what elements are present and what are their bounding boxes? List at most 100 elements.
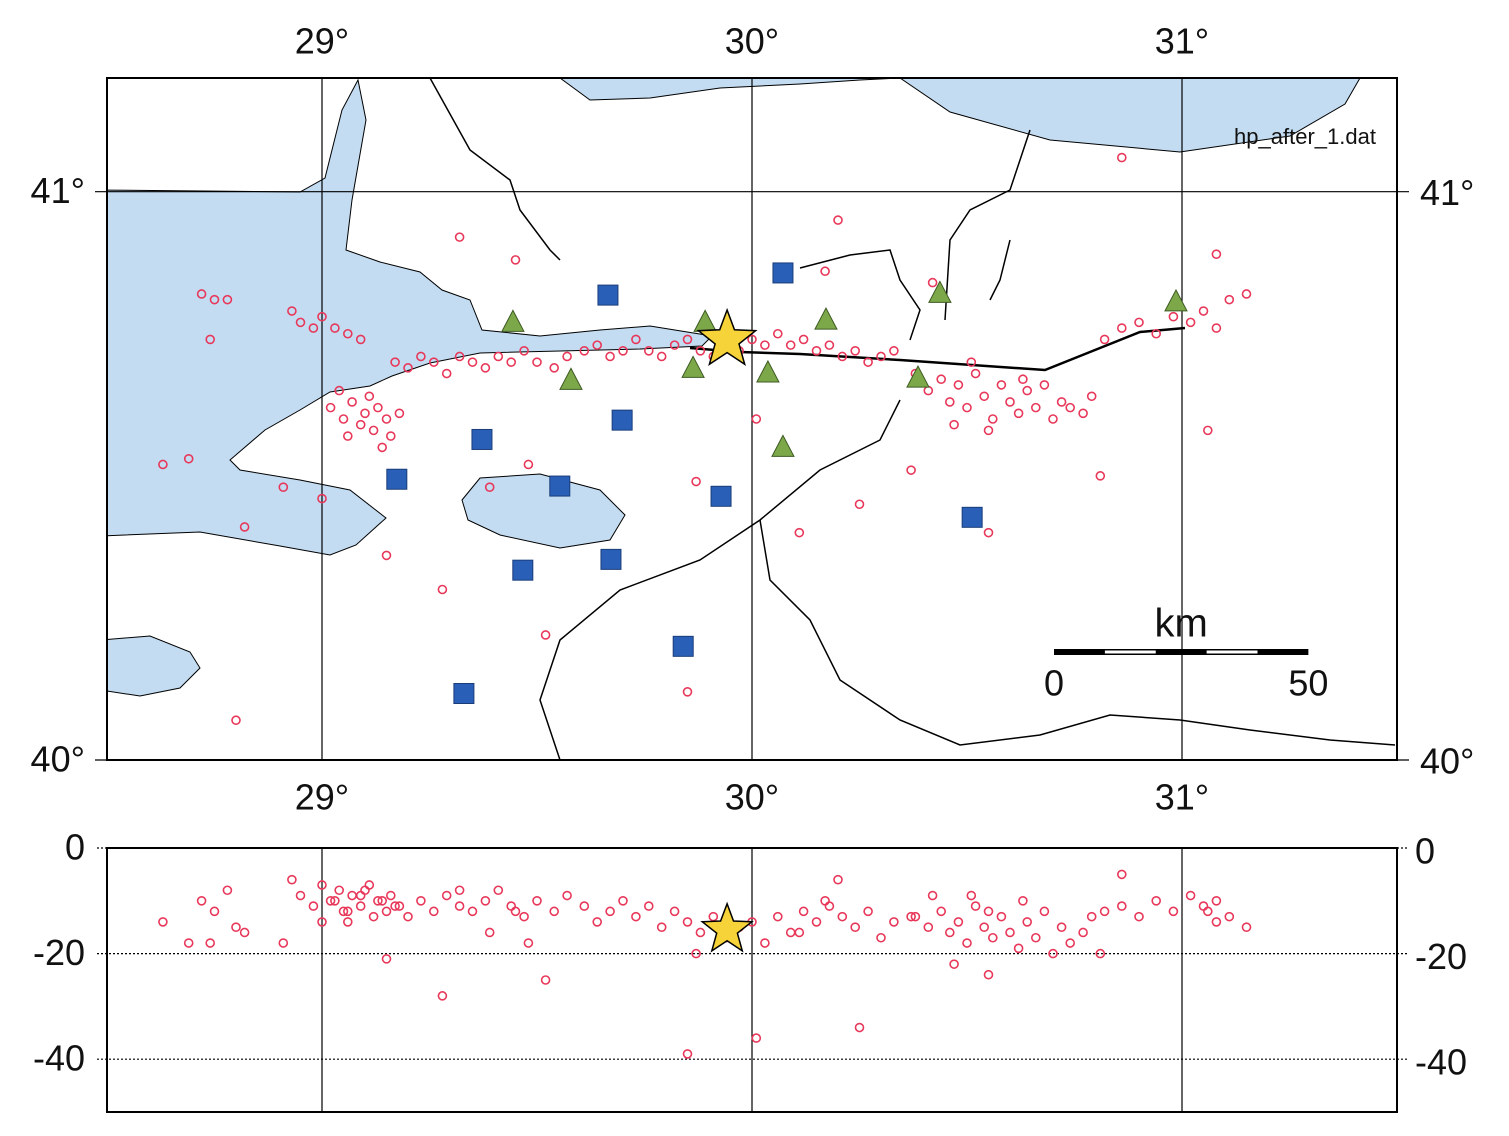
event xyxy=(317,311,327,322)
border-line xyxy=(944,129,1031,321)
event xyxy=(222,294,233,305)
event-depth xyxy=(923,922,934,933)
event xyxy=(794,527,805,538)
event-depth xyxy=(158,917,168,927)
event xyxy=(1078,408,1088,419)
event-depth xyxy=(196,895,207,906)
event xyxy=(682,334,693,345)
event-depth xyxy=(205,938,215,948)
event-depth xyxy=(854,1022,865,1033)
event-depth xyxy=(944,927,955,938)
event xyxy=(540,630,551,640)
event xyxy=(480,363,491,373)
station xyxy=(600,548,622,570)
event xyxy=(760,340,770,350)
event xyxy=(416,351,426,362)
station xyxy=(672,635,694,657)
event xyxy=(347,397,357,407)
event-depth xyxy=(1185,890,1196,901)
y-tick-label: -40 xyxy=(33,1038,85,1079)
event-depth xyxy=(480,895,491,906)
event xyxy=(970,368,981,379)
event-depth xyxy=(592,917,603,927)
event xyxy=(493,351,504,362)
event xyxy=(1211,249,1222,259)
event-depth xyxy=(1099,906,1110,917)
event-depth xyxy=(308,901,319,911)
event xyxy=(385,431,396,441)
event-depth xyxy=(820,895,830,906)
event-depth xyxy=(394,901,405,911)
fault-trace xyxy=(689,326,1186,372)
station xyxy=(772,262,794,284)
event-depth xyxy=(381,906,392,917)
event-depth xyxy=(278,938,289,948)
event-depth xyxy=(385,890,396,901)
events xyxy=(158,152,1252,1059)
event-depth xyxy=(330,895,340,906)
event xyxy=(381,550,392,561)
mainshock xyxy=(696,307,758,367)
event-depth xyxy=(1056,922,1067,933)
black-sea-east xyxy=(899,78,1361,153)
event xyxy=(1005,397,1015,407)
event-depth xyxy=(1013,943,1024,954)
event xyxy=(360,408,370,419)
event-depth xyxy=(1086,911,1097,922)
event xyxy=(355,419,366,430)
station-triangle xyxy=(1164,288,1188,312)
event-depth xyxy=(953,917,964,927)
station-triangle xyxy=(756,359,780,383)
file-label: hp_after_1.dat xyxy=(1234,124,1376,149)
event-depth xyxy=(772,911,783,922)
event xyxy=(510,255,521,265)
event xyxy=(592,340,603,350)
event-depth xyxy=(317,880,327,890)
event xyxy=(342,328,353,339)
event xyxy=(506,357,517,367)
event xyxy=(1211,323,1222,333)
event xyxy=(368,425,379,436)
event-depth xyxy=(669,906,680,917)
station-triangle xyxy=(501,309,525,332)
event xyxy=(209,294,220,305)
event-depth xyxy=(1022,917,1032,927)
event-depth xyxy=(579,901,590,911)
event xyxy=(1099,334,1110,345)
event-depth xyxy=(493,885,504,896)
event-depth xyxy=(1078,927,1088,938)
event-depth xyxy=(1224,911,1235,922)
event xyxy=(949,419,959,430)
event-depth xyxy=(983,906,994,917)
event-depth xyxy=(910,911,921,922)
event xyxy=(854,499,865,510)
x-tick-label: 29° xyxy=(295,21,349,62)
event-depth xyxy=(562,890,572,901)
event-depth xyxy=(966,890,977,901)
event-depth xyxy=(863,906,873,917)
event xyxy=(1095,471,1106,481)
event-depth xyxy=(519,911,529,922)
event-depth xyxy=(691,948,701,959)
event xyxy=(631,334,641,345)
event xyxy=(691,476,701,487)
event xyxy=(798,334,809,345)
event xyxy=(944,397,955,407)
scale-tick-label: 0 xyxy=(1044,663,1064,704)
event-depth xyxy=(1039,906,1050,917)
station xyxy=(512,559,534,581)
event-depth xyxy=(983,969,994,980)
event-depth xyxy=(454,901,465,911)
event-depth xyxy=(342,917,353,927)
event-depth xyxy=(1048,948,1058,959)
event-depth xyxy=(695,927,706,938)
event-depth xyxy=(484,927,495,938)
sea-layer xyxy=(107,78,1361,697)
event-depth xyxy=(643,901,654,911)
event-depth xyxy=(540,975,551,985)
station-triangle xyxy=(906,365,930,388)
event xyxy=(158,459,168,470)
x-tick-label: 30° xyxy=(725,21,779,62)
event-depth xyxy=(811,917,822,927)
